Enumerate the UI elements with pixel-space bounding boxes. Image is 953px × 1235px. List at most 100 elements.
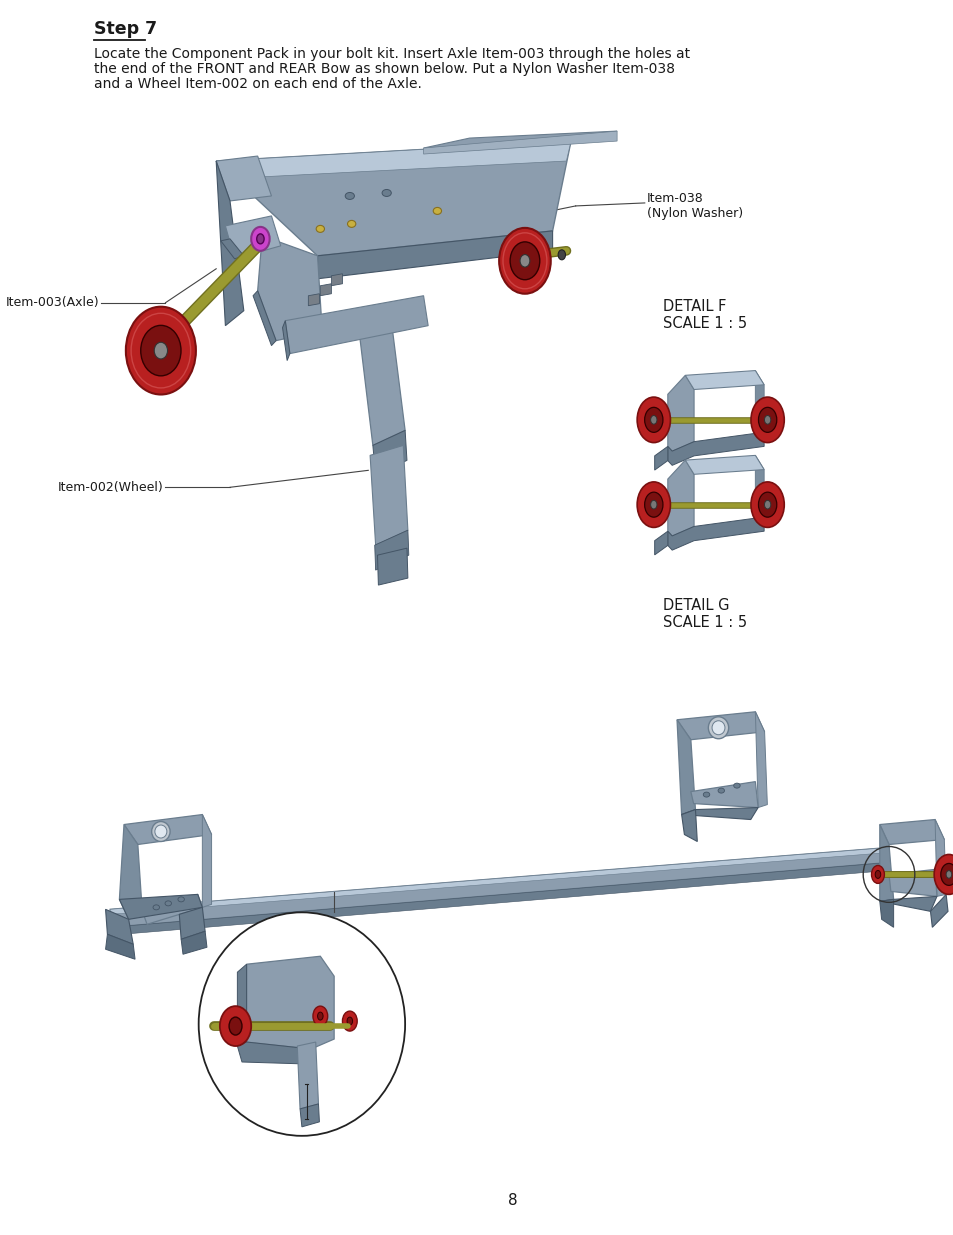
- Ellipse shape: [933, 855, 953, 894]
- Ellipse shape: [152, 821, 170, 841]
- Polygon shape: [237, 1042, 311, 1065]
- Polygon shape: [667, 517, 763, 550]
- Ellipse shape: [871, 866, 883, 883]
- Polygon shape: [179, 908, 205, 940]
- Ellipse shape: [347, 1018, 353, 1025]
- Text: Item-003(Axle): Item-003(Axle): [6, 296, 99, 309]
- Polygon shape: [680, 810, 697, 841]
- Circle shape: [198, 913, 405, 1136]
- Text: SCALE 1 : 5: SCALE 1 : 5: [662, 615, 746, 630]
- Polygon shape: [181, 931, 207, 955]
- Ellipse shape: [758, 408, 776, 432]
- Polygon shape: [879, 820, 943, 845]
- Polygon shape: [220, 238, 244, 259]
- Polygon shape: [331, 274, 342, 285]
- Ellipse shape: [342, 1011, 356, 1031]
- Polygon shape: [667, 375, 694, 451]
- Ellipse shape: [519, 254, 529, 267]
- Ellipse shape: [718, 788, 723, 793]
- Ellipse shape: [940, 863, 953, 885]
- Text: Item-038: Item-038: [646, 193, 702, 205]
- Polygon shape: [879, 897, 936, 911]
- Text: and a Wheel Item-002 on each end of the Axle.: and a Wheel Item-002 on each end of the …: [93, 78, 421, 91]
- Polygon shape: [680, 808, 758, 820]
- Text: Step 7: Step 7: [93, 20, 156, 38]
- Ellipse shape: [650, 500, 657, 509]
- Polygon shape: [106, 909, 133, 945]
- Ellipse shape: [763, 500, 770, 509]
- Polygon shape: [246, 956, 334, 1049]
- Polygon shape: [888, 869, 936, 897]
- Ellipse shape: [256, 233, 264, 243]
- Ellipse shape: [702, 792, 709, 797]
- Ellipse shape: [154, 342, 168, 359]
- Polygon shape: [119, 894, 202, 919]
- Ellipse shape: [154, 825, 167, 839]
- Polygon shape: [216, 141, 571, 179]
- Polygon shape: [110, 847, 888, 927]
- Polygon shape: [119, 825, 142, 919]
- Polygon shape: [216, 141, 571, 256]
- Polygon shape: [216, 161, 244, 326]
- Ellipse shape: [251, 227, 270, 251]
- Ellipse shape: [317, 1013, 323, 1020]
- Polygon shape: [320, 284, 331, 295]
- Polygon shape: [667, 432, 763, 466]
- Ellipse shape: [382, 189, 391, 196]
- Polygon shape: [370, 446, 408, 545]
- Polygon shape: [879, 899, 893, 927]
- Polygon shape: [142, 894, 202, 924]
- Ellipse shape: [750, 398, 783, 442]
- Polygon shape: [375, 530, 409, 571]
- Ellipse shape: [945, 871, 951, 878]
- Ellipse shape: [141, 325, 181, 375]
- Ellipse shape: [874, 871, 880, 878]
- Text: the end of the FRONT and REAR Bow as shown below. Put a Nylon Washer Item-038: the end of the FRONT and REAR Bow as sho…: [93, 62, 674, 77]
- Text: (Nylon Washer): (Nylon Washer): [646, 207, 742, 220]
- Ellipse shape: [347, 220, 355, 227]
- Polygon shape: [684, 456, 763, 474]
- Ellipse shape: [637, 398, 670, 442]
- Polygon shape: [377, 548, 408, 585]
- Ellipse shape: [165, 900, 172, 905]
- Ellipse shape: [711, 721, 724, 735]
- Ellipse shape: [763, 415, 770, 424]
- Polygon shape: [308, 294, 319, 306]
- Polygon shape: [654, 531, 667, 555]
- Text: Item-002(Wheel): Item-002(Wheel): [58, 480, 164, 494]
- Polygon shape: [317, 231, 552, 279]
- Polygon shape: [257, 236, 322, 341]
- Ellipse shape: [229, 1018, 242, 1035]
- Ellipse shape: [219, 1007, 251, 1046]
- Ellipse shape: [644, 408, 662, 432]
- Polygon shape: [423, 131, 617, 148]
- Polygon shape: [677, 711, 763, 740]
- Polygon shape: [677, 720, 695, 815]
- Polygon shape: [358, 321, 405, 446]
- Polygon shape: [253, 290, 275, 346]
- Polygon shape: [879, 825, 893, 902]
- Ellipse shape: [178, 897, 184, 902]
- Polygon shape: [423, 131, 617, 154]
- Polygon shape: [300, 1104, 319, 1126]
- Polygon shape: [654, 446, 667, 471]
- Polygon shape: [106, 935, 135, 960]
- Polygon shape: [934, 820, 945, 897]
- Ellipse shape: [644, 492, 662, 517]
- Polygon shape: [237, 965, 246, 1046]
- Polygon shape: [684, 370, 763, 389]
- Polygon shape: [285, 295, 428, 353]
- Polygon shape: [297, 1042, 318, 1109]
- Polygon shape: [755, 456, 763, 517]
- Ellipse shape: [650, 415, 657, 424]
- Text: DETAIL F: DETAIL F: [662, 299, 726, 314]
- Ellipse shape: [758, 492, 776, 517]
- Ellipse shape: [433, 207, 441, 215]
- Ellipse shape: [152, 905, 159, 910]
- Ellipse shape: [733, 783, 740, 788]
- Polygon shape: [667, 461, 694, 536]
- Text: 8: 8: [508, 1193, 517, 1208]
- Polygon shape: [202, 815, 212, 908]
- Polygon shape: [755, 711, 766, 808]
- Ellipse shape: [345, 193, 355, 199]
